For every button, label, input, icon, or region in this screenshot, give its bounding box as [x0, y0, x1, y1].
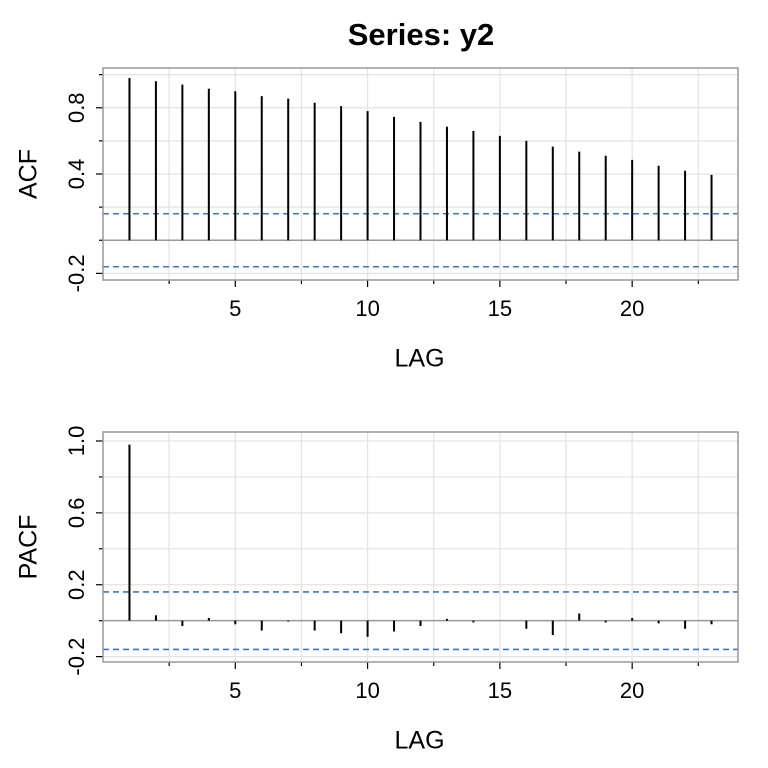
x-tick-label: 15: [488, 296, 512, 321]
x-tick-label: 5: [229, 296, 241, 321]
x-axis-label: LAG: [394, 345, 444, 373]
y-tick-label: 0.8: [64, 92, 89, 123]
y-tick-label: -0.2: [64, 638, 89, 676]
y-tick-label: 0.4: [64, 159, 89, 190]
y-tick-label: 1.0: [64, 426, 89, 457]
x-tick-label: 10: [355, 296, 379, 321]
x-tick-label: 20: [620, 296, 644, 321]
y-tick-label: 0.6: [64, 498, 89, 529]
x-tick-label: 15: [488, 678, 512, 703]
x-axis-label: LAG: [394, 727, 444, 755]
figure-title: Series: y2: [348, 17, 495, 52]
x-tick-label: 20: [620, 678, 644, 703]
y-tick-label: 0.2: [64, 569, 89, 600]
y-tick-label: -0.2: [64, 254, 89, 292]
y-axis-label: ACF: [15, 149, 43, 199]
plot-frame: [102, 431, 739, 663]
x-tick-label: 5: [229, 678, 241, 703]
y-axis-label: PACF: [15, 515, 43, 580]
plot-frame: [102, 67, 739, 281]
x-tick-label: 10: [355, 678, 379, 703]
